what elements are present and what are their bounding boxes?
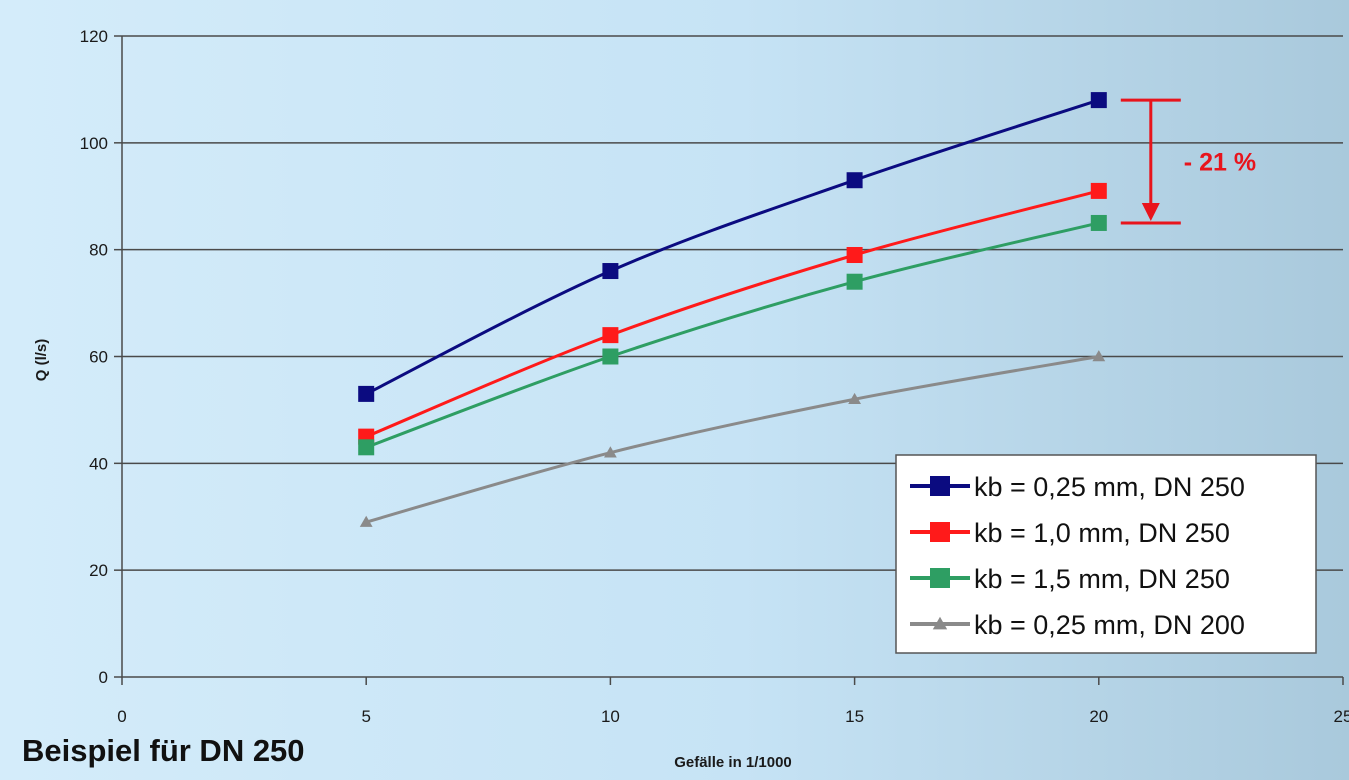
legend: kb = 0,25 mm, DN 250 kb = 1,0 mm, DN 250 k… (895, 454, 1317, 654)
series-line (365, 189, 1100, 439)
legend-marker (930, 568, 950, 588)
data-point (602, 348, 619, 365)
data-point (358, 385, 375, 402)
x-tick-label: 5 (361, 707, 370, 726)
series-group (358, 92, 1107, 527)
y-axis-label: Q (l/s) (33, 339, 50, 382)
data-point (1090, 214, 1107, 231)
y-tick-labels: 0 20 40 60 80 100 120 (80, 27, 108, 687)
data-point (359, 515, 373, 527)
series-4 (359, 350, 1106, 527)
legend-marker (932, 616, 948, 630)
data-point (846, 273, 863, 290)
axes (114, 35, 1344, 685)
series-line (365, 355, 1100, 524)
annotation-arrow-head (1141, 202, 1160, 221)
data-point (848, 392, 861, 405)
y-tick-label: 20 (89, 561, 108, 580)
data-point (846, 247, 863, 264)
data-point (1090, 182, 1107, 199)
data-point (1090, 92, 1107, 109)
x-axis-label: Gefälle in 1/1000 (674, 754, 792, 771)
legend-item: kb = 0,25 mm, DN 200 (910, 610, 1245, 640)
series-line (365, 221, 1100, 449)
legend-label: kb = 1,5 mm, DN 250 (974, 564, 1230, 594)
y-tick-label: 80 (89, 241, 108, 260)
legend-label: kb = 0,25 mm, DN 250 (974, 472, 1245, 502)
x-tick-label: 10 (601, 707, 620, 726)
y-tick-label: 100 (80, 134, 108, 153)
difference-annotation: - 21 % (1120, 98, 1256, 225)
data-point (602, 327, 619, 344)
data-point (846, 172, 863, 189)
data-point (604, 446, 617, 458)
legend-marker (930, 476, 950, 496)
legend-marker (930, 522, 950, 542)
x-tick-label: 20 (1089, 707, 1108, 726)
annotation-label: - 21 % (1184, 149, 1256, 177)
y-tick-label: 0 (99, 668, 108, 687)
legend-label: kb = 0,25 mm, DN 200 (974, 610, 1245, 640)
caption: Beispiel für DN 250 (22, 733, 305, 768)
data-point (1092, 350, 1106, 362)
series-1 (358, 92, 1107, 402)
legend-label: kb = 1,0 mm, DN 250 (974, 518, 1230, 548)
y-tick-label: 120 (80, 27, 108, 46)
x-tick-label: 25 (1334, 707, 1349, 726)
x-tick-label: 0 (117, 707, 126, 726)
series-line (365, 98, 1100, 396)
series-3 (358, 214, 1107, 456)
data-point (602, 263, 619, 280)
series-2 (358, 182, 1107, 445)
y-tick-label: 40 (89, 454, 108, 473)
x-tick-labels: 0 5 10 15 20 25 (117, 707, 1349, 726)
legend-item: kb = 0,25 mm, DN 250 (910, 472, 1245, 502)
legend-item: kb = 1,0 mm, DN 250 (910, 518, 1230, 548)
y-tick-label: 60 (89, 348, 108, 367)
legend-item: kb = 1,5 mm, DN 250 (910, 564, 1230, 594)
data-point (358, 439, 375, 456)
x-tick-label: 15 (845, 707, 864, 726)
